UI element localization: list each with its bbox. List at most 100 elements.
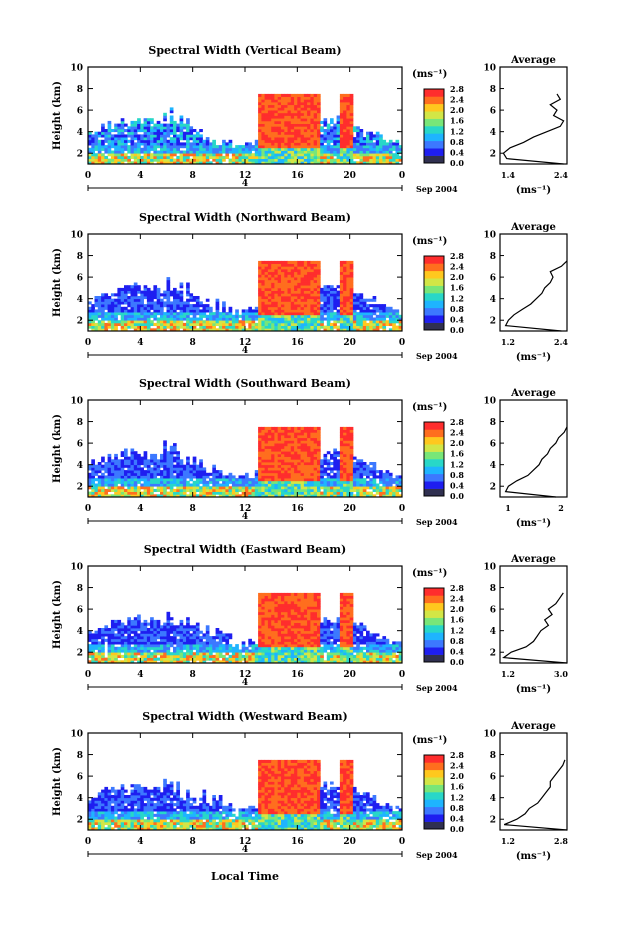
heatmap-cell [267,107,272,111]
heatmap-cell [153,467,158,471]
heatmap-cell [120,638,125,642]
heatmap-cell [395,494,400,498]
heatmap-cell [352,126,357,130]
heatmap-cell [277,437,282,441]
heatmap-cell [110,137,115,141]
heatmap-cell [290,158,295,162]
heatmap-cell [300,445,305,449]
heatmap-cell [271,432,275,436]
heatmap-cell [120,126,125,130]
heatmap-cell [346,486,351,490]
heatmap-cell [97,296,102,300]
heatmap-cell [133,296,138,300]
heatmap-cell [120,155,125,159]
heatmap-cell [346,287,351,291]
heatmap-cell [133,293,138,297]
heatmap-cell [281,279,285,283]
heatmap-cell [261,96,266,100]
heatmap-cell [294,306,298,310]
heatmap-cell [300,137,305,141]
heatmap-cell [258,296,262,300]
heatmap-cell [317,440,321,444]
heatmap-cell [160,456,164,460]
heatmap-cell [310,453,315,457]
heatmap-cell [333,467,337,471]
heatmap-cell [317,435,321,439]
y-tick-label: 10 [70,64,83,74]
heatmap-cell [140,636,144,640]
heatmap-cell [166,155,171,159]
heatmap-cell [382,161,387,165]
heatmap-cell [97,494,102,498]
heatmap-cell [313,426,318,430]
heatmap-cell [130,638,135,642]
heatmap-cell [156,641,161,645]
heatmap-cell [176,126,180,130]
heatmap-cell [333,298,337,302]
heatmap-cell [97,153,102,157]
heatmap-cell [310,312,315,316]
heatmap-cell [264,483,269,487]
heatmap-cell [294,161,298,165]
heatmap-cell [326,488,331,492]
heatmap-cell [307,131,311,135]
heatmap-cell [169,139,174,143]
heatmap-cell [245,475,249,479]
heatmap-cell [294,269,298,273]
heatmap-cell [362,298,367,302]
heatmap-cell [379,325,383,329]
heatmap-cell [110,129,115,133]
heatmap-cell [130,486,135,490]
heatmap-cell [366,464,370,468]
heatmap-cell [186,317,190,321]
heatmap-cell [205,306,210,310]
heatmap-cell [310,107,315,111]
heatmap-cell [169,147,174,151]
heatmap-cell [179,312,184,316]
heatmap-cell [330,155,334,159]
heatmap-cell [169,657,174,661]
heatmap-cell [300,126,305,130]
heatmap-cell [107,494,112,498]
heatmap-cell [313,158,318,162]
heatmap-cell [114,628,118,632]
heatmap-cell [127,636,131,640]
heatmap-cell [317,309,321,313]
heatmap-cell [362,139,367,143]
heatmap-cell [251,145,256,149]
colorbar-swatch [424,473,444,482]
heatmap-cell [163,440,167,444]
heatmap-cell [274,328,279,332]
heatmap-cell [323,145,328,149]
heatmap-cell [366,153,370,157]
heatmap-cell [114,137,118,141]
heatmap-cell [303,285,308,289]
colorbar-tick-label: 1.2 [450,459,464,469]
heatmap-cell [117,654,122,658]
heatmap-cell [287,153,292,157]
heatmap-cell [287,107,292,111]
heatmap-cell [254,309,259,313]
heatmap-cell [153,657,158,661]
heatmap-cell [356,483,360,487]
heatmap-cell [156,145,161,149]
heatmap-cell [359,139,364,143]
heatmap-cell [251,314,256,318]
heatmap-cell [307,304,311,308]
heatmap-cell [379,142,383,146]
heatmap-cell [339,161,344,165]
heatmap-cell [97,325,102,329]
heatmap-cell [336,139,341,143]
heatmap-cell [166,317,171,321]
heatmap-cell [156,158,161,162]
heatmap-cell [120,625,125,629]
heatmap-cell [346,96,351,100]
heatmap-cell [179,470,184,474]
heatmap-cell [284,426,288,430]
heatmap-cell [284,150,288,154]
heatmap-cell [264,126,269,130]
heatmap-cell [156,120,161,124]
heatmap-cell [97,298,102,302]
heatmap-cell [310,467,315,471]
heatmap-cell [195,486,200,490]
